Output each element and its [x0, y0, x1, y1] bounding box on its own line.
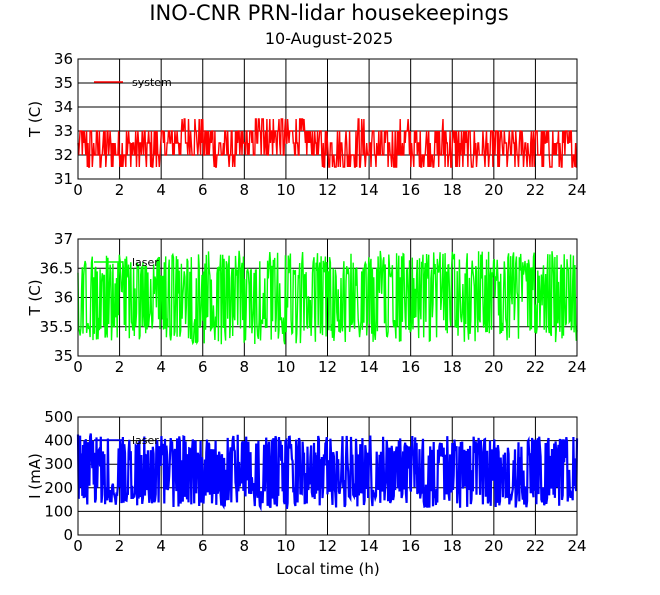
x-tick-label: 10 — [276, 358, 295, 376]
y-tick-label: 34 — [54, 98, 73, 116]
y-tick-label: 37 — [54, 230, 73, 248]
x-tick-label: 8 — [240, 537, 250, 555]
x-tick-label: 24 — [567, 537, 586, 555]
chart-subtitle: 10-August-2025 — [265, 29, 393, 48]
x-tick-label: 6 — [198, 537, 208, 555]
y-tick-label: 35 — [54, 74, 73, 92]
series-laser-line — [77, 250, 578, 346]
x-tick-label: 4 — [156, 358, 166, 376]
x-tick-label: 16 — [401, 358, 420, 376]
x-tick-label: 8 — [240, 358, 250, 376]
x-tick-label: 20 — [484, 358, 503, 376]
x-tick-label: 6 — [198, 181, 208, 199]
y-tick-label: 33 — [54, 122, 73, 140]
y-axis-label: I (mA) — [26, 453, 44, 499]
x-tick-label: 4 — [156, 537, 166, 555]
x-tick-label: 2 — [115, 358, 125, 376]
x-tick-label: 14 — [360, 181, 379, 199]
y-tick-label: 36 — [54, 289, 73, 307]
x-tick-label: 12 — [318, 537, 337, 555]
y-tick-label: 300 — [44, 455, 73, 473]
panel-3: 0 2 4 6 8 10 12 14 16 18 20 22 240100200300400500las… — [26, 408, 587, 555]
plot-frame — [77, 58, 578, 180]
x-tick-label: 14 — [360, 537, 379, 555]
x-tick-label: 4 — [156, 181, 166, 199]
x-tick-label: 16 — [401, 537, 420, 555]
chart-title: INO-CNR PRN-lidar housekeepings — [149, 1, 508, 25]
x-tick-label: 24 — [567, 358, 586, 376]
x-tick-label: 2 — [115, 181, 125, 199]
x-tick-label: 10 — [276, 181, 295, 199]
x-tick-label: 18 — [443, 181, 462, 199]
x-tick-label: 6 — [198, 358, 208, 376]
panels: 0 2 4 6 8 10 12 14 16 18 20 22 24313233343536systemT… — [26, 50, 587, 555]
y-tick-label: 100 — [44, 502, 73, 520]
x-tick-label: 0 — [73, 537, 83, 555]
x-tick-label: 18 — [443, 358, 462, 376]
legend-label: laser — [132, 434, 159, 447]
legend-label: laser — [132, 256, 159, 269]
x-tick-label: 12 — [318, 358, 337, 376]
legend-label: system — [132, 76, 172, 89]
y-tick-label: 32 — [54, 146, 73, 164]
x-tick-label: 18 — [443, 537, 462, 555]
y-axis-label: T (C) — [26, 101, 44, 138]
plot-frame — [77, 238, 578, 357]
x-tick-label: 22 — [526, 358, 545, 376]
y-tick-label: 31 — [54, 170, 73, 188]
x-tick-label: 10 — [276, 537, 295, 555]
y-tick-label: 0 — [63, 526, 73, 544]
y-axis-label: T (C) — [26, 279, 44, 316]
panel-2: 0 2 4 6 8 10 12 14 16 18 20 22 243535.53636.537laser… — [26, 230, 587, 376]
y-tick-label: 36 — [54, 50, 73, 68]
y-tick-label: 200 — [44, 479, 73, 497]
y-tick-label: 500 — [44, 408, 73, 426]
x-tick-label: 14 — [360, 358, 379, 376]
series-system-line — [77, 118, 577, 168]
panel-1: 0 2 4 6 8 10 12 14 16 18 20 22 24313233343536systemT… — [26, 50, 587, 199]
series-laser-line — [76, 433, 579, 512]
x-tick-label: 2 — [115, 537, 125, 555]
y-tick-label: 35 — [54, 347, 73, 365]
x-tick-label: 22 — [526, 181, 545, 199]
x-tick-label: 24 — [567, 181, 586, 199]
y-tick-label: 36.5 — [40, 259, 73, 277]
x-tick-label: 22 — [526, 537, 545, 555]
y-tick-label: 35.5 — [40, 318, 73, 336]
x-tick-label: 20 — [484, 181, 503, 199]
x-tick-label: 20 — [484, 537, 503, 555]
x-tick-label: 0 — [73, 181, 83, 199]
x-tick-label: 12 — [318, 181, 337, 199]
x-axis-label: Local time (h) — [276, 560, 380, 578]
x-tick-label: 0 — [73, 358, 83, 376]
x-tick-label: 8 — [240, 181, 250, 199]
x-tick-label: 16 — [401, 181, 420, 199]
plot-frame — [77, 416, 578, 536]
y-tick-label: 400 — [44, 432, 73, 450]
